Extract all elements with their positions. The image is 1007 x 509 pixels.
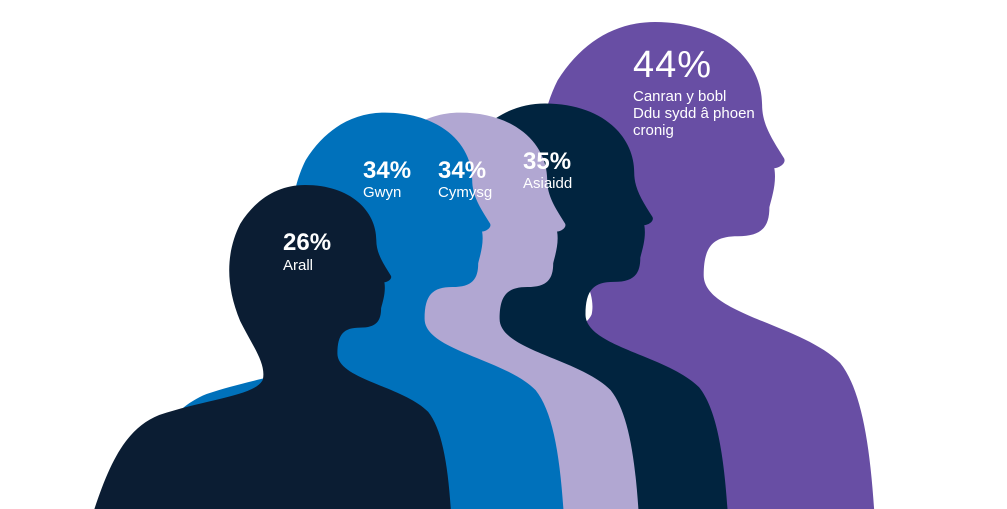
value-label: 34% xyxy=(438,156,487,184)
value-label: 35% xyxy=(523,147,572,175)
category-label: Arall xyxy=(283,256,314,274)
category-label: Cymysg xyxy=(438,184,493,202)
category-label: Canran y bobl Ddu sydd â phoen cronig xyxy=(633,87,755,140)
figure-label: 34% Cymysg xyxy=(438,157,492,202)
category-label: Gwyn xyxy=(363,184,402,202)
value-label: 26% xyxy=(283,229,332,256)
figure-label: 26% Arall xyxy=(283,229,331,274)
figure-label: 44% Canran y bobl Ddu sydd â phoen cronig xyxy=(633,44,758,139)
figure-label: 35% Asiaidd xyxy=(523,148,572,193)
figure-label: 34% Gwyn xyxy=(363,157,411,202)
category-label: Asiaidd xyxy=(523,175,573,193)
head-silhouette xyxy=(94,185,451,509)
value-label: 34% xyxy=(363,156,412,184)
value-label: 44% xyxy=(633,44,713,86)
